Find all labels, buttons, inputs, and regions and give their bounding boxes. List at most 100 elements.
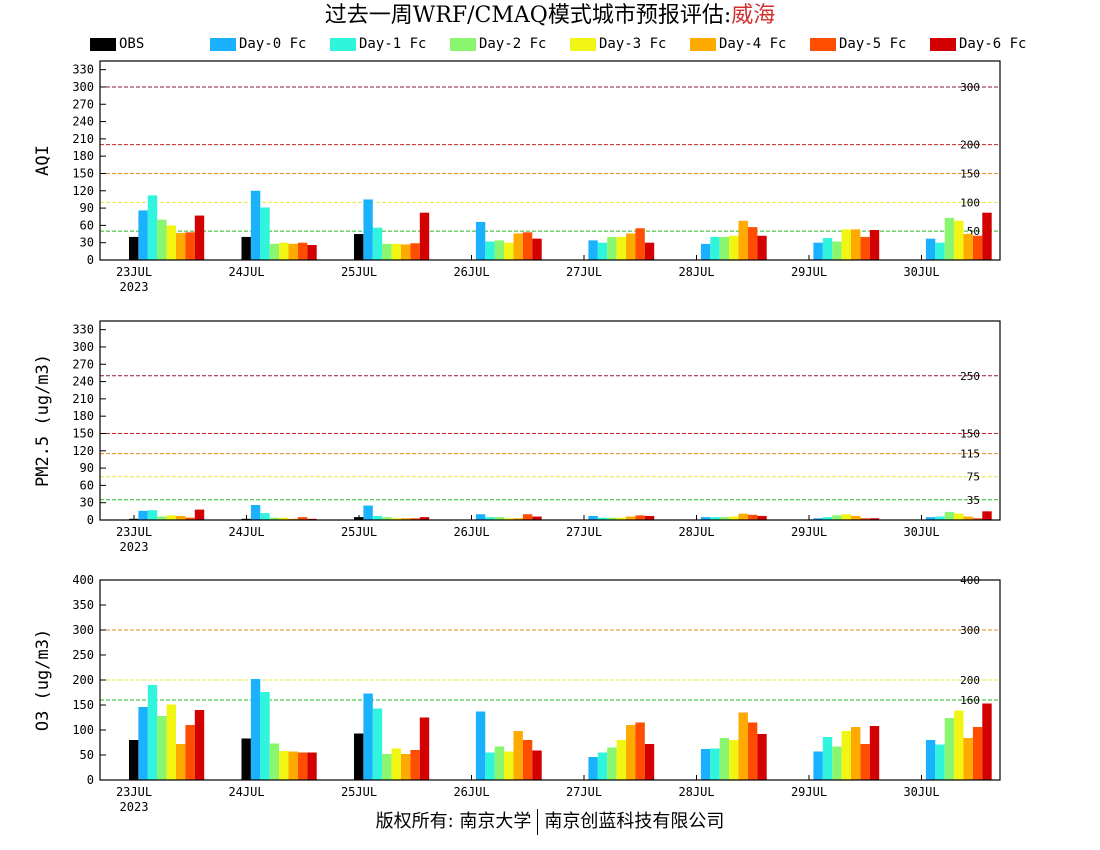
panel2-bar-day-5-fc bbox=[972, 518, 983, 520]
panel2-bar-day-5-fc bbox=[185, 517, 195, 520]
panel3-x-tick-label: 25JUL bbox=[341, 785, 377, 799]
legend-swatch bbox=[90, 37, 116, 51]
footer-separator bbox=[537, 809, 539, 835]
panel3-bar-day-1-fc bbox=[485, 752, 495, 780]
panel2-x-tick-label: 27JUL bbox=[566, 525, 602, 539]
panel3-bar-day-2-fc bbox=[382, 754, 392, 780]
panel2-bar-day-6-fc bbox=[532, 516, 542, 520]
panel1-y-axis-label: AQI bbox=[33, 145, 53, 176]
panel3-threshold-label: 200 bbox=[960, 674, 980, 687]
panel2-bar-day-1-fc bbox=[822, 517, 833, 520]
footer-copyright: 版权所有: 南京大学 bbox=[375, 811, 532, 832]
panel1-bar-day-4-fc bbox=[626, 233, 636, 260]
panel1-bar-day-0-fc bbox=[250, 190, 261, 260]
panel3-y-tick-label: 400 bbox=[72, 573, 94, 587]
panel3-bar-day-4-fc bbox=[738, 712, 748, 780]
panel1-bar-day-5-fc bbox=[972, 235, 983, 260]
panel1-x-tick-label: 27JUL bbox=[566, 265, 602, 279]
panel3-x-tick-label: 30JUL bbox=[903, 785, 939, 799]
panel2-y-tick-label: 300 bbox=[72, 340, 94, 354]
panel3-bar-day-5-fc bbox=[185, 725, 195, 780]
panel1-bar-day-6-fc bbox=[419, 212, 430, 260]
panel3-y-tick-label: 0 bbox=[87, 773, 94, 787]
panel1-bar-day-0-fc bbox=[363, 199, 373, 260]
panel2-bar-day-4-fc bbox=[176, 515, 186, 520]
panel2-x-tick-label: 28JUL bbox=[678, 525, 714, 539]
legend-label: Day-0 Fc bbox=[239, 36, 307, 52]
panel2-bar-day-6-fc bbox=[982, 511, 992, 520]
panel2-bar-day-1-fc bbox=[935, 516, 945, 520]
footer: 版权所有: 南京大学 南京创蓝科技有限公司 bbox=[0, 808, 1100, 836]
panel1-bar-day-1-fc bbox=[822, 238, 833, 260]
legend-swatch bbox=[930, 37, 956, 51]
panel1-bar-day-2-fc bbox=[944, 217, 955, 260]
panel1-bar-day-6-fc bbox=[982, 212, 992, 260]
panel2-threshold-label: 115 bbox=[960, 448, 980, 461]
panel3-bar-day-0-fc bbox=[588, 757, 598, 780]
panel2-threshold-label: 150 bbox=[960, 427, 980, 440]
panel2-x-tick-label: 29JUL bbox=[791, 525, 827, 539]
panel3-bar-day-0-fc bbox=[700, 749, 711, 780]
legend-label: OBS bbox=[119, 36, 145, 52]
panel1-bar-day-5-fc bbox=[410, 243, 420, 260]
panel3-bar-day-6-fc bbox=[757, 734, 767, 780]
panel3-bar-day-5-fc bbox=[860, 744, 870, 780]
legend-item-day-4-fc: Day-4 Fc bbox=[690, 36, 786, 52]
panel3-y-tick-label: 250 bbox=[72, 648, 94, 662]
panel1-bar-day-1-fc bbox=[372, 227, 383, 260]
panel2-bar-day-2-fc bbox=[607, 517, 617, 520]
panel3-bar-day-1-fc bbox=[260, 692, 270, 780]
panel2-bar-day-1-fc bbox=[485, 517, 495, 520]
panel1-bar-day-4-fc bbox=[401, 244, 411, 260]
panel3-bar-day-4-fc bbox=[513, 731, 523, 780]
panel2-bar-day-3-fc bbox=[841, 514, 851, 520]
panel2-bar-day-3-fc bbox=[391, 518, 401, 520]
panel1-bar-day-6-fc bbox=[307, 245, 317, 260]
panel2-x-tick-label: 24JUL bbox=[228, 525, 264, 539]
panel1-bar-obs bbox=[354, 234, 364, 260]
panel2-bar-day-3-fc bbox=[616, 517, 626, 520]
panel1-bar-day-0-fc bbox=[700, 243, 711, 260]
panel3-bar-obs bbox=[129, 740, 139, 780]
panel1-bar-day-4-fc bbox=[738, 220, 748, 260]
panel2-y-tick-label: 120 bbox=[72, 444, 94, 458]
panel1-bar-day-1-fc bbox=[597, 242, 608, 260]
panel3-bar-day-6-fc bbox=[982, 703, 992, 780]
panel1-x-tick-label: 24JUL bbox=[228, 265, 264, 279]
legend-item-day-1-fc: Day-1 Fc bbox=[330, 36, 426, 52]
panel1-bar-day-3-fc bbox=[504, 242, 514, 260]
legend-item-day-2-fc: Day-2 Fc bbox=[450, 36, 546, 52]
panel1-bar-day-2-fc bbox=[719, 236, 730, 260]
panel1-bar-day-0-fc bbox=[925, 238, 936, 260]
panel2-bar-day-5-fc bbox=[635, 515, 645, 520]
panel3-bar-obs bbox=[354, 733, 364, 780]
legend-swatch bbox=[810, 37, 836, 51]
panel3-bar-day-6-fc bbox=[869, 726, 880, 780]
panel2-bar-day-1-fc bbox=[260, 513, 270, 520]
panel2-y-tick-label: 270 bbox=[72, 357, 94, 371]
panel3-bar-day-3-fc bbox=[616, 740, 626, 780]
panel2-y-axis-label: PM2.5 (ug/m3) bbox=[33, 354, 53, 487]
panel2-y-tick-label: 60 bbox=[80, 478, 94, 492]
panel1-y-tick-label: 120 bbox=[72, 184, 94, 198]
chart-title: 过去一周WRF/CMAQ模式城市预报评估:威海 bbox=[0, 0, 1100, 32]
panel3-bar-day-2-fc bbox=[157, 716, 167, 780]
panel3-threshold-label: 160 bbox=[960, 694, 980, 707]
panel3-y-tick-label: 100 bbox=[72, 723, 94, 737]
panel3-bar-day-3-fc bbox=[954, 710, 964, 780]
legend-item-day-3-fc: Day-3 Fc bbox=[570, 36, 666, 52]
legend-label: Day-3 Fc bbox=[599, 36, 667, 52]
panel2-bar-day-2-fc bbox=[944, 511, 955, 520]
panel1-y-tick-label: 270 bbox=[72, 97, 94, 111]
panel2-x-tick-label: 25JUL bbox=[341, 525, 377, 539]
panel3-bar-day-2-fc bbox=[607, 747, 617, 780]
panel3-bar-day-5-fc bbox=[297, 752, 308, 780]
panel3-bar-day-4-fc bbox=[851, 727, 861, 780]
panel1-bar-day-1-fc bbox=[710, 236, 720, 260]
panel3-y-tick-label: 300 bbox=[72, 623, 94, 637]
panel2-bar-day-0-fc bbox=[250, 505, 261, 520]
panel1-plot-frame bbox=[99, 60, 1001, 261]
panel1-bar-day-3-fc bbox=[616, 236, 626, 260]
panel3-bar-day-6-fc bbox=[307, 752, 317, 780]
panel3-x-tick-label: 28JUL bbox=[678, 785, 714, 799]
